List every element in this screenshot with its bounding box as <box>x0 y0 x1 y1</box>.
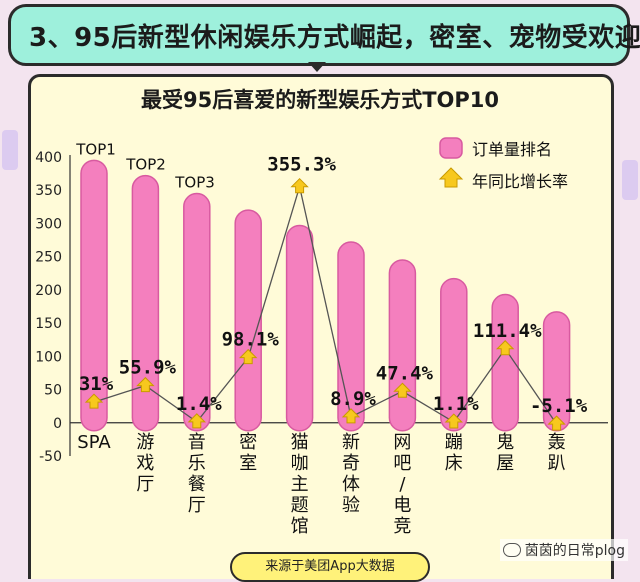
growth-marker <box>547 415 566 431</box>
growth-label: 8.9% <box>330 388 376 410</box>
growth-label: 31% <box>79 373 114 395</box>
wechat-icon <box>502 543 521 557</box>
bar <box>337 241 365 432</box>
bar <box>285 224 314 432</box>
category-label: 音乐餐厅 <box>188 432 206 516</box>
growth-label: 111.4% <box>473 320 542 342</box>
y-tick-label: 350 <box>35 183 62 199</box>
category-label: 游戏厅 <box>136 432 154 495</box>
bar-series <box>80 159 571 432</box>
top-rank-label: TOP3 <box>174 174 215 192</box>
growth-label: 47.4% <box>376 362 434 384</box>
bar <box>440 277 468 432</box>
category-label: 网吧/电竞 <box>393 432 411 537</box>
category-label: 鬼屋 <box>496 432 514 474</box>
y-tick-label: 50 <box>44 383 62 399</box>
growth-label: 1.1% <box>433 393 479 415</box>
growth-label: 1.4% <box>176 393 222 415</box>
growth-label: -5.1% <box>530 395 588 417</box>
growth-series <box>84 177 566 431</box>
bar <box>491 293 519 432</box>
watermark: 茵茵的日常plog <box>499 539 628 561</box>
growth-marker <box>495 340 515 356</box>
bar <box>542 311 571 432</box>
header-banner: 3、95后新型休闲娱乐方式崛起，密室、宠物受欢迎 <box>8 4 640 66</box>
y-tick-label: 200 <box>35 283 62 299</box>
y-axis: 400 350 300 250 200 150 100 50 0 -50 <box>35 150 608 465</box>
growth-marker <box>341 408 361 424</box>
side-decoration-right <box>622 160 638 200</box>
growth-marker <box>444 413 464 429</box>
legend: 订单量排名 年同比增长率 <box>438 137 568 191</box>
banner-notch <box>308 62 326 72</box>
legend-bar-swatch <box>439 137 463 159</box>
y-tick-label: -50 <box>39 449 62 465</box>
source-note: 来源于美团App大数据 <box>230 552 430 582</box>
category-label: 轰趴 <box>548 432 566 474</box>
growth-marker <box>187 413 207 429</box>
growth-marker <box>393 382 412 398</box>
category-label: 蹦床 <box>445 432 463 474</box>
growth-label: 98.1% <box>222 329 280 351</box>
side-decoration-left <box>2 130 18 170</box>
growth-line <box>93 184 558 425</box>
y-tick-label: 250 <box>35 250 62 266</box>
y-tick-label: 400 <box>35 150 62 166</box>
watermark-text: 茵茵的日常plog <box>524 543 625 559</box>
growth-marker <box>238 348 258 365</box>
bar <box>183 192 211 432</box>
bar <box>388 259 417 432</box>
growth-marker <box>84 393 104 409</box>
y-tick-label: 150 <box>35 316 62 332</box>
header-title: 3、95后新型休闲娱乐方式崛起，密室、宠物受欢迎 <box>29 22 640 53</box>
data-labels: TOP1 TOP2 TOP3 31%55.9% 1.4% 98.1% 355.3% 8.9%4… <box>75 140 588 417</box>
category-label: 密室 <box>239 432 257 474</box>
bar <box>80 159 108 432</box>
bar <box>131 174 160 432</box>
growth-marker <box>290 177 309 194</box>
top-rank-label: TOP2 <box>125 156 166 174</box>
category-label: SPA <box>77 432 111 453</box>
top-rank-label: TOP1 <box>75 140 116 158</box>
legend-marker-swatch <box>438 167 464 188</box>
growth-label: 55.9% <box>119 357 177 379</box>
legend-bar-label: 订单量排名 <box>472 140 552 159</box>
y-tick-label: 0 <box>53 416 62 432</box>
category-label: 新奇体验 <box>342 432 360 516</box>
bar <box>234 209 262 432</box>
growth-label: 355.3% <box>267 154 336 176</box>
y-tick-label: 300 <box>35 216 62 232</box>
growth-marker <box>136 376 155 393</box>
chart-title: 最受95后喜爱的新型娱乐方式TOP10 <box>141 88 499 112</box>
category-label: 猫咖主题馆 <box>291 432 309 537</box>
y-tick-label: 100 <box>35 349 62 365</box>
legend-line-label: 年同比增长率 <box>472 172 568 191</box>
